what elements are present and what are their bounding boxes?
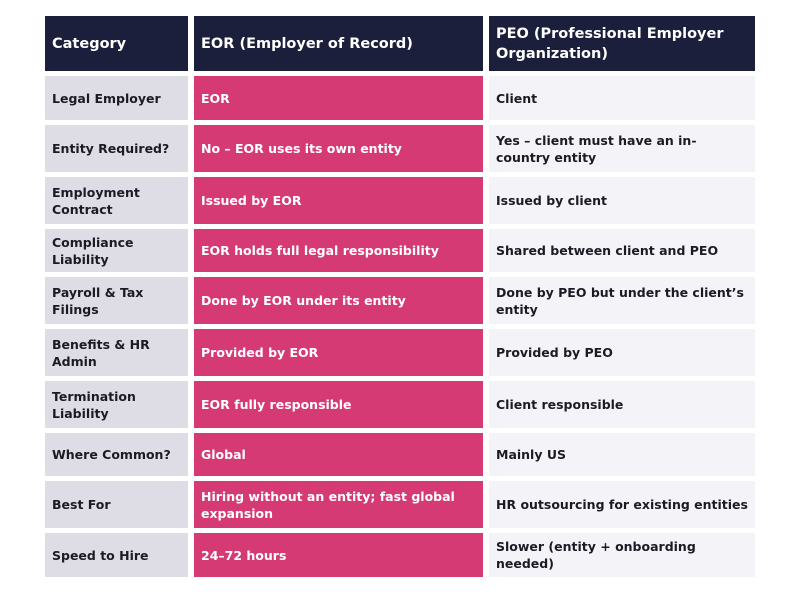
category-cell: Where Common? — [45, 433, 188, 476]
header-peo: PEO (Professional Employer Organization) — [489, 16, 755, 71]
eor-cell: Issued by EOR — [194, 177, 483, 224]
peo-cell: HR outsourcing for existing entities — [489, 481, 755, 528]
eor-cell: 24–72 hours — [194, 533, 483, 577]
peo-cell: Yes – client must have an in-country ent… — [489, 125, 755, 172]
peo-cell: Slower (entity + onboarding needed) — [489, 533, 755, 577]
category-cell: Payroll & Tax Filings — [45, 277, 188, 324]
eor-cell: Global — [194, 433, 483, 476]
eor-vs-peo-table: Category EOR (Employer of Record) PEO (P… — [45, 16, 755, 577]
eor-cell: Hiring without an entity; fast global ex… — [194, 481, 483, 528]
peo-cell: Shared between client and PEO — [489, 229, 755, 272]
category-cell: Employment Contract — [45, 177, 188, 224]
header-eor: EOR (Employer of Record) — [194, 16, 483, 71]
category-cell: Benefits & HR Admin — [45, 329, 188, 376]
eor-cell: Done by EOR under its entity — [194, 277, 483, 324]
category-cell: Termination Liability — [45, 381, 188, 428]
category-cell: Legal Employer — [45, 76, 188, 120]
peo-cell: Issued by client — [489, 177, 755, 224]
category-cell: Speed to Hire — [45, 533, 188, 577]
category-cell: Best For — [45, 481, 188, 528]
category-cell: Entity Required? — [45, 125, 188, 172]
peo-cell: Client — [489, 76, 755, 120]
eor-cell: EOR holds full legal responsibility — [194, 229, 483, 272]
peo-cell: Client responsible — [489, 381, 755, 428]
eor-cell: Provided by EOR — [194, 329, 483, 376]
category-cell: Compliance Liability — [45, 229, 188, 272]
peo-cell: Mainly US — [489, 433, 755, 476]
peo-cell: Done by PEO but under the client’s entit… — [489, 277, 755, 324]
eor-cell: EOR — [194, 76, 483, 120]
eor-cell: No – EOR uses its own entity — [194, 125, 483, 172]
peo-cell: Provided by PEO — [489, 329, 755, 376]
eor-cell: EOR fully responsible — [194, 381, 483, 428]
header-category: Category — [45, 16, 188, 71]
